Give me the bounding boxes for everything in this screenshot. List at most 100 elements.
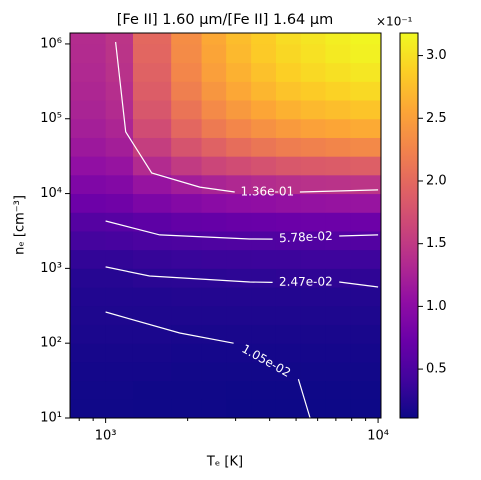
heatmap-cell	[105, 343, 134, 363]
heatmap-cell	[132, 305, 172, 325]
heatmap-cell	[251, 380, 277, 400]
heatmap-cell	[275, 230, 302, 251]
heatmap-cell	[251, 230, 277, 251]
heatmap-cell	[171, 287, 203, 307]
heatmap-cell	[350, 380, 382, 400]
heatmap-cell	[70, 399, 107, 419]
heatmap-cell	[251, 43, 277, 64]
heatmap-cell	[171, 81, 203, 101]
heatmap-cell	[275, 361, 302, 382]
heatmap-cell	[70, 81, 107, 101]
heatmap-cell	[171, 118, 203, 138]
heatmap-cell	[201, 193, 227, 213]
heatmap-cell	[350, 212, 382, 232]
heatmap-cell	[105, 230, 134, 251]
heatmap-cell	[171, 62, 203, 82]
heatmap-cell	[70, 137, 107, 157]
heatmap-cell	[70, 62, 107, 82]
heatmap-cell	[132, 33, 172, 45]
heatmap-cell	[132, 287, 172, 307]
y-tick-label: 10⁶	[40, 36, 62, 51]
heatmap-cell	[201, 287, 227, 307]
heatmap-cell	[226, 156, 252, 176]
colorbar	[399, 32, 419, 419]
heatmap-cell	[132, 118, 172, 138]
heatmap-cell	[275, 81, 302, 101]
heatmap-cell	[226, 324, 252, 344]
heatmap-cell	[275, 399, 302, 419]
heatmap-cell	[275, 380, 302, 400]
heatmap-cell	[350, 287, 382, 307]
heatmap-cell	[325, 399, 351, 419]
heatmap-cell	[105, 361, 134, 382]
heatmap-cell	[132, 43, 172, 64]
contour-line	[105, 311, 311, 419]
heatmap-cell	[226, 380, 252, 400]
heatmap-cell	[132, 100, 172, 120]
heatmap-cell	[105, 380, 134, 400]
y-tick-label: 10⁵	[40, 111, 62, 126]
heatmap-cell	[226, 399, 252, 419]
heatmap-cell	[300, 137, 326, 157]
heatmap-cell	[325, 343, 351, 363]
heatmap-cell	[132, 156, 172, 176]
heatmap-cell	[300, 287, 326, 307]
heatmap-cell	[275, 100, 302, 120]
heatmap-cell	[251, 343, 277, 363]
heatmap-cell	[325, 193, 351, 213]
heatmap-cell	[325, 212, 351, 232]
heatmap-cell	[201, 100, 227, 120]
y-axis-label: nₑ [cm⁻³]	[13, 195, 28, 255]
y-tick-label: 10³	[40, 261, 62, 276]
heatmap-cell	[171, 33, 203, 45]
heatmap-cell	[70, 212, 107, 232]
heatmap-cell	[226, 361, 252, 382]
heatmap-cell	[350, 193, 382, 213]
heatmap-cell	[226, 287, 252, 307]
heatmap-cell	[251, 361, 277, 382]
heatmap-cell	[251, 324, 277, 344]
heatmap-cell	[132, 137, 172, 157]
heatmap-cell	[275, 43, 302, 64]
heatmap-cell	[132, 193, 172, 213]
heatmap-cell	[350, 43, 382, 64]
heatmap-cell	[251, 118, 277, 138]
heatmap-cell	[226, 100, 252, 120]
heatmap-cell	[171, 249, 203, 269]
heatmap-cell	[132, 399, 172, 419]
heatmap-cell	[171, 137, 203, 157]
heatmap-cell	[251, 249, 277, 269]
heatmap-cell	[70, 249, 107, 269]
heatmap-cell	[105, 137, 134, 157]
heatmap-cell	[325, 361, 351, 382]
heatmap-cell	[275, 118, 302, 138]
heatmap-cell	[275, 324, 302, 344]
heatmap-cell	[325, 33, 351, 45]
heatmap-cell	[350, 268, 382, 288]
colorbar-tick-label: 2.0	[426, 173, 447, 188]
heatmap-cell	[201, 361, 227, 382]
heatmap-cell	[105, 81, 134, 101]
heatmap-cell	[132, 230, 172, 251]
heatmap-cell	[70, 343, 107, 363]
heatmap-cell	[251, 268, 277, 288]
x-axis-label: Tₑ [K]	[206, 455, 243, 470]
heatmap-cell	[300, 118, 326, 138]
heatmap-cell	[350, 156, 382, 176]
heatmap-cell	[300, 174, 326, 195]
heatmap-cell	[171, 361, 203, 382]
heatmap-cell	[275, 212, 302, 232]
heatmap-cell	[105, 100, 134, 120]
heatmap-cell	[350, 174, 382, 195]
heatmap-cell	[201, 249, 227, 269]
heatmap-cell	[325, 287, 351, 307]
heatmap-cell	[325, 100, 351, 120]
heatmap-cell	[275, 305, 302, 325]
y-tick-label: 10⁴	[40, 186, 62, 201]
heatmap-cell	[171, 343, 203, 363]
heatmap-cell	[300, 33, 326, 45]
heatmap-cell	[105, 193, 134, 213]
heatmap-cell	[132, 343, 172, 363]
heatmap-cell	[226, 249, 252, 269]
